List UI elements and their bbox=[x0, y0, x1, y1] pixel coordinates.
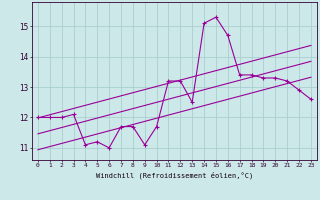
X-axis label: Windchill (Refroidissement éolien,°C): Windchill (Refroidissement éolien,°C) bbox=[96, 171, 253, 179]
